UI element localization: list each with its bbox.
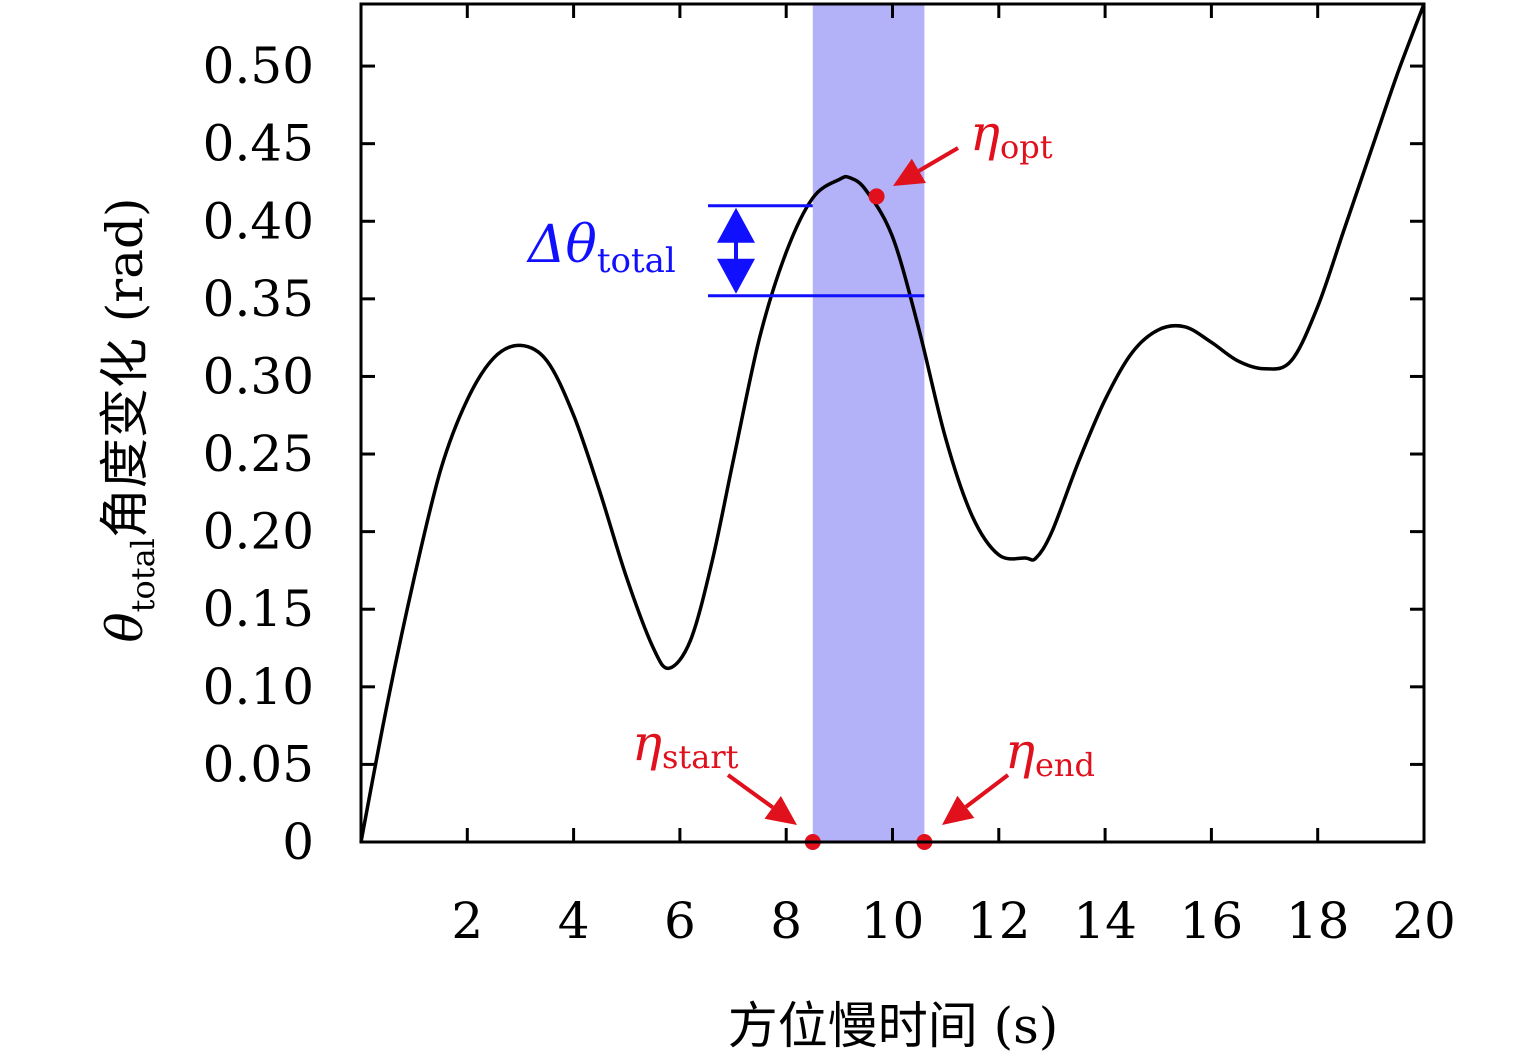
annotation-subscript: start bbox=[662, 738, 739, 776]
y-tick-label: 0.50 bbox=[203, 37, 314, 95]
delta-theta-symbol: Δθ bbox=[526, 215, 597, 275]
annotation-label: ηstart bbox=[632, 714, 739, 776]
y-tick-label: 0.15 bbox=[203, 580, 314, 638]
annotation-dot bbox=[868, 188, 885, 205]
annotation-symbol: η bbox=[970, 104, 1000, 162]
y-tick-label: 0.20 bbox=[203, 503, 314, 561]
delta-arrow-up bbox=[717, 207, 755, 243]
delta-arrow-down bbox=[717, 258, 755, 294]
y-tick-label: 0.30 bbox=[203, 347, 314, 405]
y-axis-label: θtotal角度变化 (rad) bbox=[96, 197, 162, 642]
annotation-label: ηend bbox=[1005, 722, 1095, 784]
y-tick-label: 0.35 bbox=[203, 270, 314, 328]
annotation-subscript: opt bbox=[1000, 128, 1053, 166]
y-tick-label: 0.40 bbox=[203, 192, 314, 250]
y-axis-label-text: 角度变化 (rad) bbox=[96, 197, 154, 538]
y-tick-label: 0.25 bbox=[203, 425, 314, 483]
annotation-subscript: end bbox=[1035, 746, 1095, 784]
annotation-arrow-shaft bbox=[726, 773, 774, 810]
annotation-label: ηopt bbox=[970, 104, 1053, 166]
y-tick-label: 0.10 bbox=[203, 658, 314, 716]
y-axis-label-symbol: θ bbox=[96, 612, 154, 642]
annotation-end: ηend bbox=[916, 722, 1095, 850]
x-tick-label: 4 bbox=[558, 892, 590, 950]
annotation-arrow-head bbox=[764, 796, 797, 825]
delta-theta-label: Δθtotal bbox=[526, 215, 676, 281]
x-tick-label: 20 bbox=[1392, 892, 1456, 950]
annotation-opt: ηopt bbox=[868, 104, 1053, 205]
series-line-0 bbox=[359, 3, 1426, 843]
y-tick-label: 0.05 bbox=[203, 735, 314, 793]
annotation-arrow-head bbox=[893, 158, 926, 186]
x-tick-label: 8 bbox=[770, 892, 802, 950]
y-tick-label: 0 bbox=[282, 813, 314, 871]
x-tick-label: 6 bbox=[664, 892, 696, 950]
line-layer bbox=[359, 3, 1426, 843]
annotation-symbol: η bbox=[632, 714, 662, 772]
x-tick-label: 12 bbox=[967, 892, 1031, 950]
y-tick-label: 0.45 bbox=[203, 115, 314, 173]
delta-theta-subscript: total bbox=[597, 241, 676, 281]
annotation-start: ηstart bbox=[632, 714, 821, 850]
annotation-arrow-shaft bbox=[964, 773, 1010, 809]
delta-annotation: Δθtotal bbox=[526, 204, 925, 298]
highlight-band bbox=[812, 4, 925, 842]
y-axis-label-subscript: total bbox=[124, 538, 162, 612]
x-axis-label: 方位慢时间 (s) bbox=[728, 997, 1059, 1055]
axis-ticks: 2 4 6 8 10 12 14 16 18 20 0 0.05 0.10 0.15 0.20 0.25 0.3… bbox=[203, 4, 1456, 950]
band-layer bbox=[812, 4, 925, 842]
annotation-symbol: η bbox=[1005, 722, 1035, 780]
svg-text:θtotal角度变化 (rad): θtotal角度变化 (rad) bbox=[96, 197, 162, 642]
annotation-arrow-head bbox=[942, 795, 975, 825]
x-tick-label: 10 bbox=[861, 892, 925, 950]
x-tick-label: 18 bbox=[1286, 892, 1350, 950]
annotation-arrow-shaft bbox=[917, 146, 960, 173]
x-tick-label: 2 bbox=[451, 892, 483, 950]
x-tick-label: 16 bbox=[1180, 892, 1244, 950]
x-tick-label: 14 bbox=[1073, 892, 1137, 950]
